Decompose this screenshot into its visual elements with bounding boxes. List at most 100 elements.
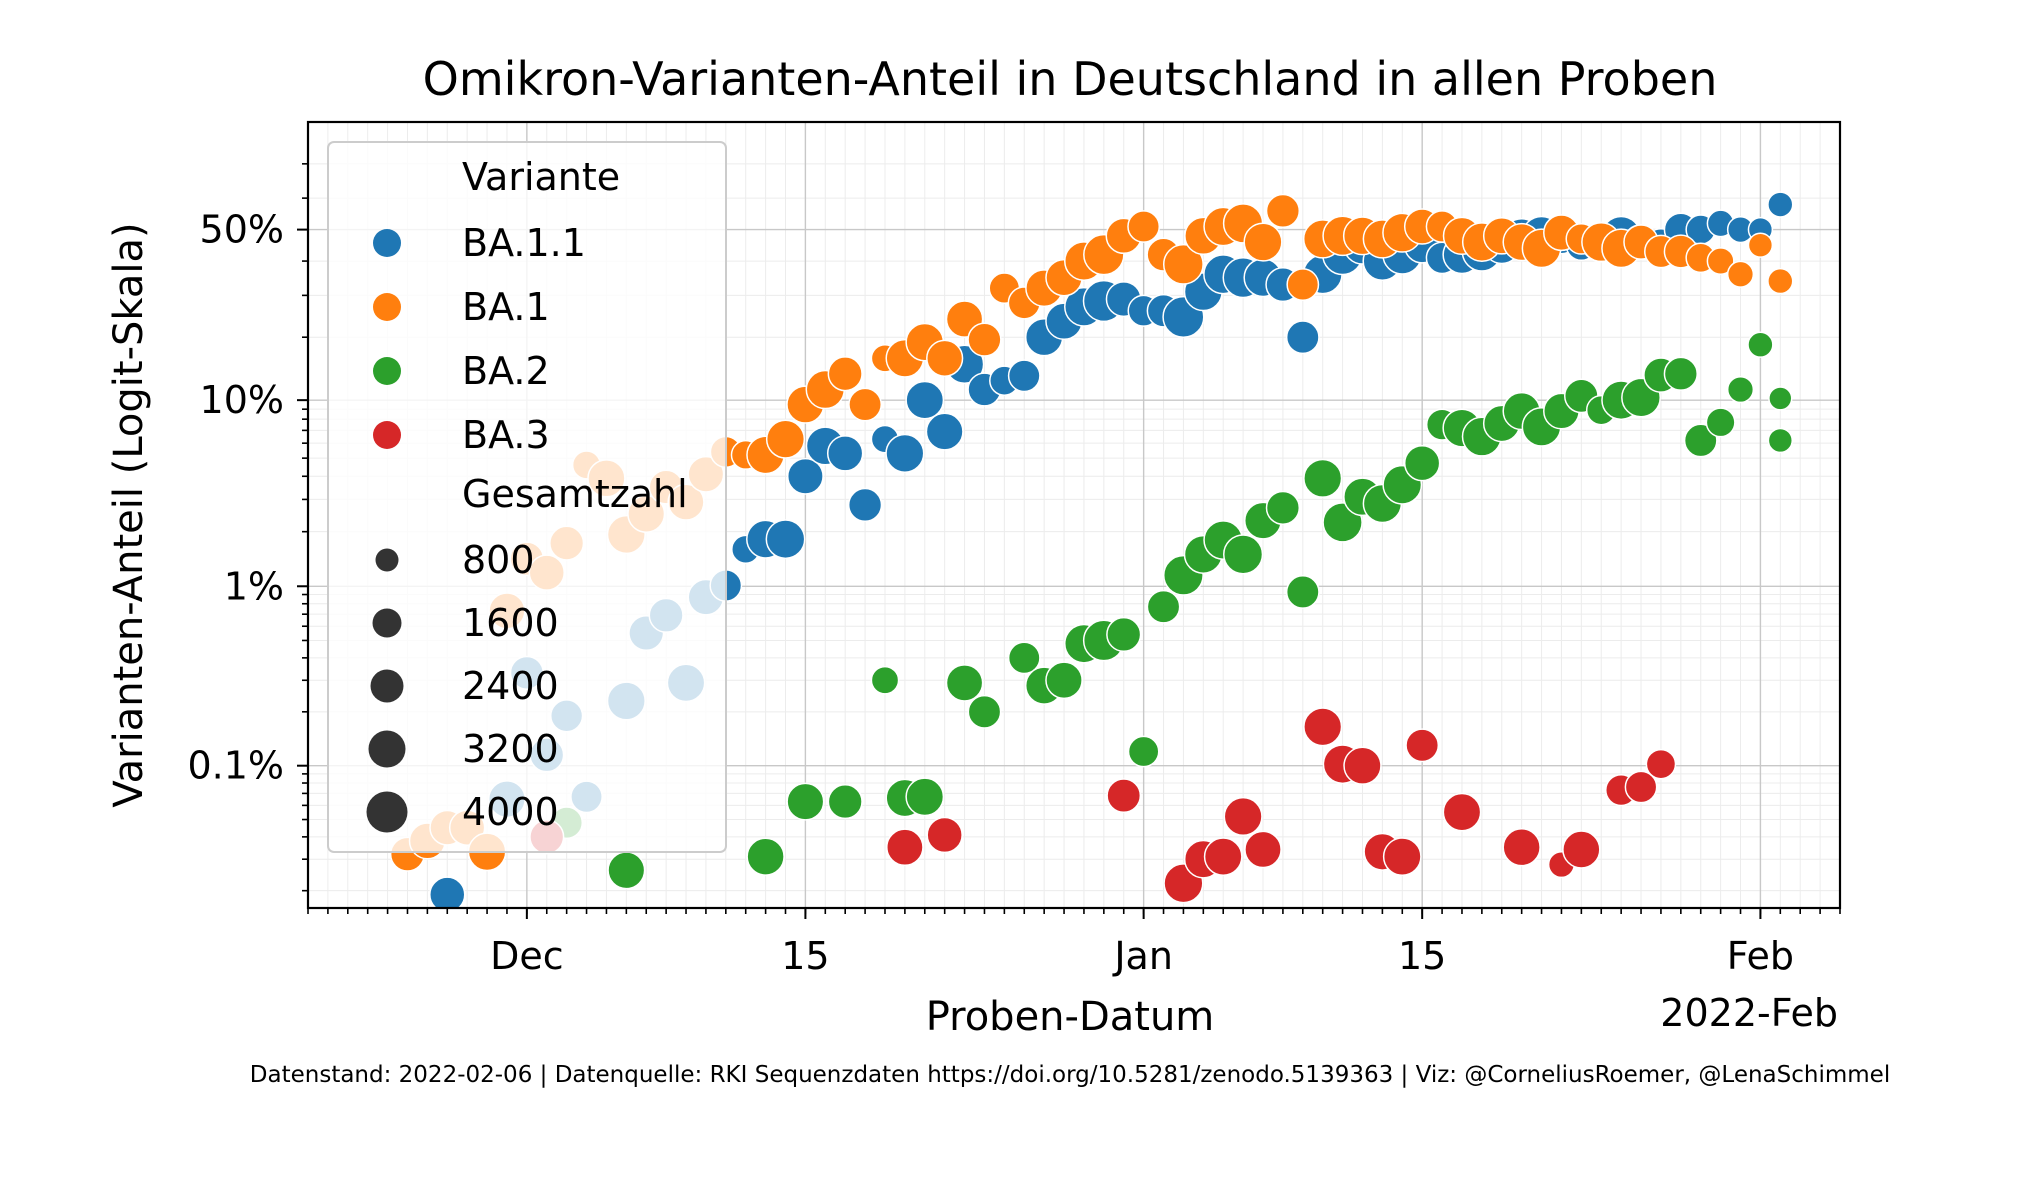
point-ba-1-1 (765, 519, 806, 560)
y-tick-label: 1% (224, 564, 284, 608)
point-ba-2 (1045, 661, 1083, 700)
legend-size-label-3200: 3200 (462, 727, 559, 771)
point-ba-2 (786, 782, 825, 821)
chart-title: Omikron-Varianten-Anteil in Deutschland … (423, 52, 1718, 106)
point-ba-2 (1146, 589, 1181, 624)
point-ba-2 (607, 851, 646, 890)
point-ba-1 (827, 356, 863, 392)
legend-size-marker-800 (375, 548, 399, 572)
legend-label-ba-1: BA.1 (462, 285, 550, 329)
point-ba-3 (1303, 707, 1343, 747)
legend-size-marker-2400 (370, 669, 404, 703)
point-ba-3 (1223, 796, 1263, 837)
point-ba-1 (1265, 193, 1301, 229)
point-ba-2 (1303, 458, 1343, 498)
point-ba-3 (1382, 837, 1422, 877)
y-tick-label: 10% (200, 378, 284, 422)
legend-marker-ba-2 (373, 357, 401, 385)
point-ba-2 (1767, 427, 1794, 454)
point-ba-2 (945, 664, 984, 702)
plot-frame (306, 120, 1842, 910)
legend-size-marker-4000 (366, 791, 408, 833)
legend-hue-title: Variante (462, 155, 620, 199)
point-ba-3 (886, 828, 924, 867)
point-ba-2 (1007, 641, 1041, 675)
point-ba-3 (1624, 770, 1658, 804)
x-offset-label: 2022-Feb (1660, 991, 1838, 1035)
legend-size-marker-1600 (372, 608, 402, 638)
point-ba-1-1 (1285, 320, 1320, 355)
legend-marker-ba-3 (373, 421, 401, 449)
point-ba-1 (1162, 243, 1204, 285)
point-ba-3 (1645, 748, 1677, 780)
y-tick-label: 50% (200, 208, 284, 252)
point-ba-2 (1265, 490, 1301, 525)
point-ba-1 (1767, 267, 1794, 295)
point-ba-1 (1243, 222, 1283, 262)
point-ba-1-1 (826, 435, 864, 472)
point-ba-2 (1683, 423, 1718, 458)
point-ba-1-1 (786, 457, 824, 495)
point-ba-3 (1244, 830, 1282, 869)
x-tick-label: Jan (1112, 934, 1173, 978)
point-ba-1 (1726, 260, 1755, 288)
point-ba-1-1 (925, 412, 964, 451)
point-ba-3 (1343, 746, 1382, 785)
x-tick-label: 15 (1398, 934, 1446, 978)
point-ba-3 (1442, 792, 1482, 832)
legend-marker-ba-1 (373, 293, 401, 321)
point-ba-1-1 (1007, 359, 1041, 393)
point-ba-3 (1203, 837, 1243, 877)
point-ba-1 (848, 387, 882, 422)
caption: Datenstand: 2022-02-06 | Datenquelle: RK… (250, 1062, 1890, 1088)
point-ba-2 (870, 665, 900, 695)
point-ba-2 (1403, 444, 1441, 482)
point-ba-3 (1106, 778, 1142, 814)
legend-size-label-800: 800 (462, 538, 535, 582)
point-ba-1 (1127, 210, 1161, 243)
point-ba-1 (1286, 268, 1320, 301)
x-axis-label: Proben-Datum (926, 994, 1215, 1040)
legend-size-label-1600: 1600 (462, 601, 559, 645)
point-ba-2 (827, 783, 863, 820)
point-ba-2 (1106, 616, 1142, 653)
legend-size-title: Gesamtzahl (462, 472, 688, 516)
axis-ticks: Dec 15 Jan 15 Feb 50% 10% 1% 0.1% (187, 163, 1841, 978)
point-ba-3 (1405, 728, 1440, 763)
point-ba-2 (1663, 356, 1698, 391)
point-ba-1 (1747, 232, 1774, 258)
point-ba-1 (1706, 247, 1735, 276)
point-ba-1 (967, 322, 1002, 357)
legend-size-label-2400: 2400 (462, 664, 559, 708)
x-tick-label: Dec (490, 934, 564, 978)
point-ba-2 (746, 837, 785, 876)
point-ba-2 (1285, 575, 1320, 609)
point-ba-3 (1562, 830, 1601, 869)
point-ba-2 (1705, 407, 1736, 438)
point-ba-3 (926, 816, 963, 854)
y-axis-label: Varianten-Anteil (Logit-Skala) (106, 222, 152, 807)
point-ba-1-1 (847, 487, 883, 523)
y-tick-label: 0.1% (187, 744, 284, 788)
point-ba-1-1 (905, 380, 945, 420)
point-ba-1 (765, 419, 806, 459)
legend-box (327, 141, 727, 853)
x-tick-label: Feb (1727, 934, 1794, 978)
point-ba-2 (1223, 534, 1264, 575)
legend-label-ba-2: BA.2 (462, 349, 550, 393)
point-ba-2 (1726, 375, 1755, 404)
point-ba-3 (1502, 828, 1541, 867)
legend-label-ba-1-1: BA.1.1 (462, 221, 586, 265)
point-ba-1-1 (1767, 191, 1794, 218)
point-ba-2 (1747, 331, 1774, 358)
legend-label-ba-3: BA.3 (462, 413, 550, 457)
point-ba-1-1 (429, 876, 466, 908)
point-ba-1-1 (885, 433, 925, 473)
point-ba-2 (1127, 735, 1160, 768)
point-ba-2 (967, 694, 1002, 729)
legend: Variante BA.1.1 BA.1 BA.2 BA.3 Gesamtzah… (327, 141, 727, 853)
point-ba-1 (926, 339, 964, 377)
legend-marker-ba-1-1 (373, 229, 401, 257)
legend-size-marker-3200 (368, 730, 406, 768)
